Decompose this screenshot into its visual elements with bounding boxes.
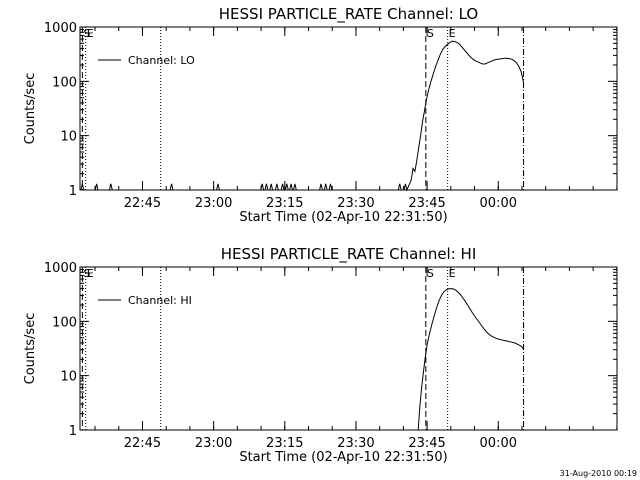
x-tick-label: 23:45 [408, 196, 445, 211]
x-tick-label: 23:00 [195, 436, 232, 451]
x-tick-label: 23:15 [266, 196, 303, 211]
y-axis-label: Counts/sec [23, 73, 38, 145]
y-tick-label: 100 [52, 75, 77, 90]
marker-label: E [449, 27, 456, 40]
y-axis-label: Counts/sec [23, 313, 38, 385]
chart-title: HESSI PARTICLE_RATE Channel: HI [221, 245, 477, 264]
legend-label: Channel: LO [128, 54, 195, 67]
x-tick-label: 22:45 [124, 436, 161, 451]
marker-label: S [83, 27, 90, 40]
legend-label: Channel: HI [128, 294, 192, 307]
x-tick-label: 23:30 [337, 436, 374, 451]
y-tick-label: 1000 [44, 261, 77, 276]
marker-label: E [449, 267, 456, 280]
x-tick-label: 23:30 [337, 196, 374, 211]
y-tick-label: 10 [60, 130, 77, 145]
marker-label: S [427, 27, 434, 40]
x-tick-label: 00:00 [480, 196, 517, 211]
marker-label: E [87, 27, 94, 40]
chart-panel-hi: HESSI PARTICLE_RATE Channel: HI 1 10 100 100… [23, 245, 618, 465]
x-tick-label: 22:45 [124, 196, 161, 211]
x-tick-label: 23:15 [266, 436, 303, 451]
y-tick-label: 10 [60, 370, 77, 385]
chart-panel-lo: HESSI PARTICLE_RATE Channel: LO 1 10 100 100… [23, 5, 618, 225]
x-tick-label: 00:00 [480, 436, 517, 451]
y-tick-label: 1000 [44, 21, 77, 36]
marker-label: S [83, 267, 90, 280]
y-tick-label: 1 [69, 184, 77, 199]
date-stamp: 31-Aug-2010 00:19 [560, 469, 637, 478]
marker-label: S [427, 267, 434, 280]
marker-label: E [87, 267, 94, 280]
y-tick-label: 100 [52, 315, 77, 330]
x-axis-label: Start Time (02-Apr-10 22:31:50) [239, 450, 447, 465]
chart-title: HESSI PARTICLE_RATE Channel: LO [219, 5, 478, 24]
series-line [80, 40, 524, 192]
x-axis-label: Start Time (02-Apr-10 22:31:50) [239, 210, 447, 225]
plot-frame [79, 266, 618, 431]
x-tick-label: 23:45 [408, 436, 445, 451]
y-tick-label: 1 [69, 424, 77, 439]
x-tick-label: 23:00 [195, 196, 232, 211]
series-line [417, 288, 524, 431]
